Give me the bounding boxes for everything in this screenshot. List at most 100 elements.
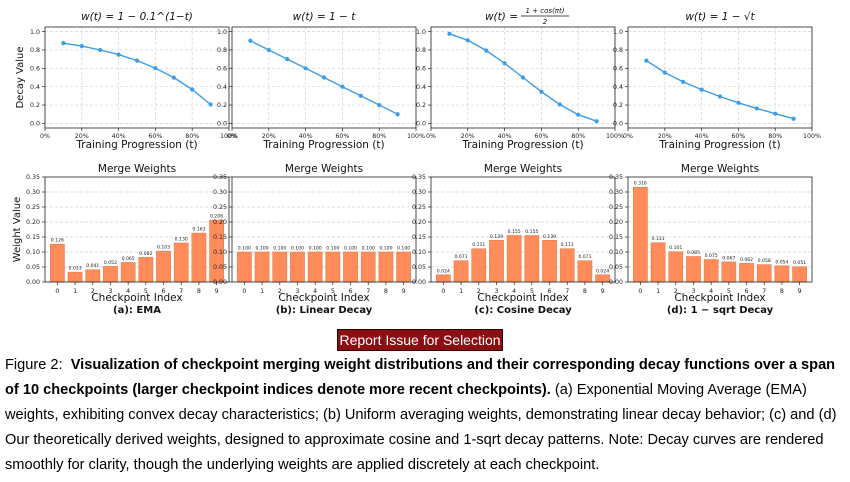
bar-value-label: 0.071 — [578, 254, 591, 260]
x-tick-label: 8 — [384, 288, 388, 295]
data-point — [466, 38, 470, 42]
weight-bar — [192, 233, 206, 282]
weight-bar — [308, 252, 322, 282]
data-point — [773, 112, 777, 116]
chart-title: w(t) = 1 − t — [293, 11, 357, 23]
y-tick-label: 0.6 — [30, 66, 40, 73]
weight-bar — [174, 243, 188, 282]
bar-value-label: 0.103 — [157, 245, 170, 251]
data-point — [285, 57, 289, 61]
y-tick-label: 0.8 — [613, 47, 623, 54]
y-tick-label: 0.0 — [30, 121, 40, 128]
data-point — [484, 48, 488, 52]
x-tick-label: 8 — [197, 288, 201, 295]
y-tick-label: 0.15 — [213, 234, 227, 241]
data-point — [377, 103, 381, 107]
y-tick-label: 0.30 — [609, 189, 623, 196]
bar-value-label: 0.024 — [596, 268, 609, 274]
caption-label: Figure 2: — [5, 357, 63, 373]
data-point — [503, 61, 507, 65]
weight-bar — [542, 240, 556, 282]
x-tick-label: 8 — [583, 288, 587, 295]
weight-bar — [525, 236, 539, 283]
weight-bar — [722, 262, 736, 282]
weight-bar — [633, 187, 647, 282]
weight-bar — [686, 257, 700, 283]
x-axis-label: Checkpoint Index — [477, 292, 568, 304]
y-tick-label: 0.15 — [609, 234, 623, 241]
data-point — [792, 117, 796, 121]
weight-bar — [507, 236, 521, 283]
figure-panels: 0.00.20.40.60.81.00% 20% 40% 60% 80% 100%Trai… — [0, 0, 850, 326]
weight-bar — [454, 261, 468, 282]
bar-value-label: 0.155 — [525, 229, 538, 235]
y-axis-label: Decay Value — [15, 46, 26, 108]
weight-bar — [50, 244, 64, 282]
bar-value-label: 0.033 — [68, 266, 81, 272]
x-axis-label: Checkpoint Index — [278, 292, 369, 304]
y-tick-label: 0.35 — [213, 174, 227, 181]
bar-value-label: 0.085 — [687, 250, 700, 256]
y-tick-label: 0.05 — [609, 264, 623, 271]
weight-bar — [326, 252, 340, 282]
decay-chart-4: 0.0 0.2 0.4 0.6 0.8 1.0 0% 20% 40% 60% 80% 100% Trai… — [613, 11, 821, 151]
decay-chart-1: 0.0 0.2 0.4 0.6 0.8 1.0 0% 20% 40% 60% 80% 100% Trai… — [15, 11, 238, 151]
weight-bar — [68, 272, 82, 282]
y-tick-label: 0.25 — [609, 204, 623, 211]
weight-bar — [237, 252, 251, 282]
data-point — [304, 66, 308, 70]
decay-chart-2: 0.00.20.40.60.81.00% 20% 40% 60% 80% 100%Trai… — [217, 11, 425, 151]
weight-bar — [103, 266, 117, 282]
y-tick-label: 0.0 — [217, 121, 227, 128]
data-point — [267, 48, 271, 52]
merge-weights-chart-4: 0.000.050.100.150.200.250.300.350.31600.… — [609, 163, 812, 316]
y-tick-label: 0.00 — [609, 279, 623, 286]
bar-value-label: 0.100 — [291, 246, 304, 252]
data-point — [98, 48, 102, 52]
merge-weights-chart-3: 0.000.050.100.150.200.250.300.350.02400.… — [412, 163, 615, 316]
y-tick-label: 0.2 — [613, 102, 623, 109]
y-tick-label: 0.10 — [213, 249, 227, 256]
y-tick-label: 0.8 — [416, 47, 426, 54]
bar-value-label: 0.100 — [238, 246, 251, 252]
x-axis-label: Training Progression (t) — [262, 139, 384, 151]
bar-value-label: 0.100 — [344, 246, 357, 252]
bar-value-label: 0.071 — [454, 254, 467, 260]
x-tick-label: 1 — [260, 288, 264, 295]
x-tick-label: 0 — [441, 288, 445, 295]
y-tick-label: 0.25 — [412, 204, 426, 211]
merge-weights-chart-1: 0.00 0.05 0.10 0.15 0.20 0.25 0.30 0.35 0.126 0 0.… — [12, 163, 229, 316]
bar-value-label: 0.054 — [775, 259, 788, 265]
decay-curve-line — [646, 61, 793, 119]
data-point — [340, 85, 344, 89]
y-tick-label: 1.0 — [217, 29, 227, 36]
plot-frame — [45, 27, 229, 128]
data-point — [172, 75, 176, 79]
y-tick-label: 0.30 — [26, 189, 40, 196]
data-point — [209, 102, 213, 106]
data-point — [644, 59, 648, 63]
figure-caption: Figure 2: Visualization of checkpoint me… — [5, 353, 843, 478]
report-issue-button[interactable]: Report Issue for Selection — [337, 329, 503, 351]
bar-value-label: 0.100 — [326, 246, 339, 252]
bar-value-label: 0.100 — [397, 246, 410, 252]
y-tick-label: 0.0 — [613, 121, 623, 128]
data-point — [558, 102, 562, 106]
x-tick-label: 0 — [638, 288, 642, 295]
decay-chart-3: 0.0 0.2 0.4 0.6 0.8 1.0 0% 20% 40% 60% 80% 100% Trai… — [416, 7, 624, 151]
chart-title: w(t) = 1 − 0.1^(1−t) — [81, 11, 193, 23]
weight-bar — [472, 249, 486, 282]
y-tick-label: 0.30 — [412, 189, 426, 196]
y-tick-label: 0.05 — [412, 264, 426, 271]
bar-value-label: 0.126 — [51, 238, 64, 244]
bar-value-label: 0.316 — [634, 181, 647, 187]
weight-bar — [156, 251, 170, 282]
bar-value-label: 0.130 — [175, 237, 188, 243]
weight-bar — [560, 249, 574, 282]
y-tick-label: 0.15 — [26, 234, 40, 241]
weight-bar — [578, 261, 592, 282]
weight-bar — [793, 267, 807, 282]
bar-value-label: 0.111 — [472, 242, 485, 248]
weight-bar — [361, 252, 375, 282]
bar-value-label: 0.041 — [86, 263, 99, 269]
